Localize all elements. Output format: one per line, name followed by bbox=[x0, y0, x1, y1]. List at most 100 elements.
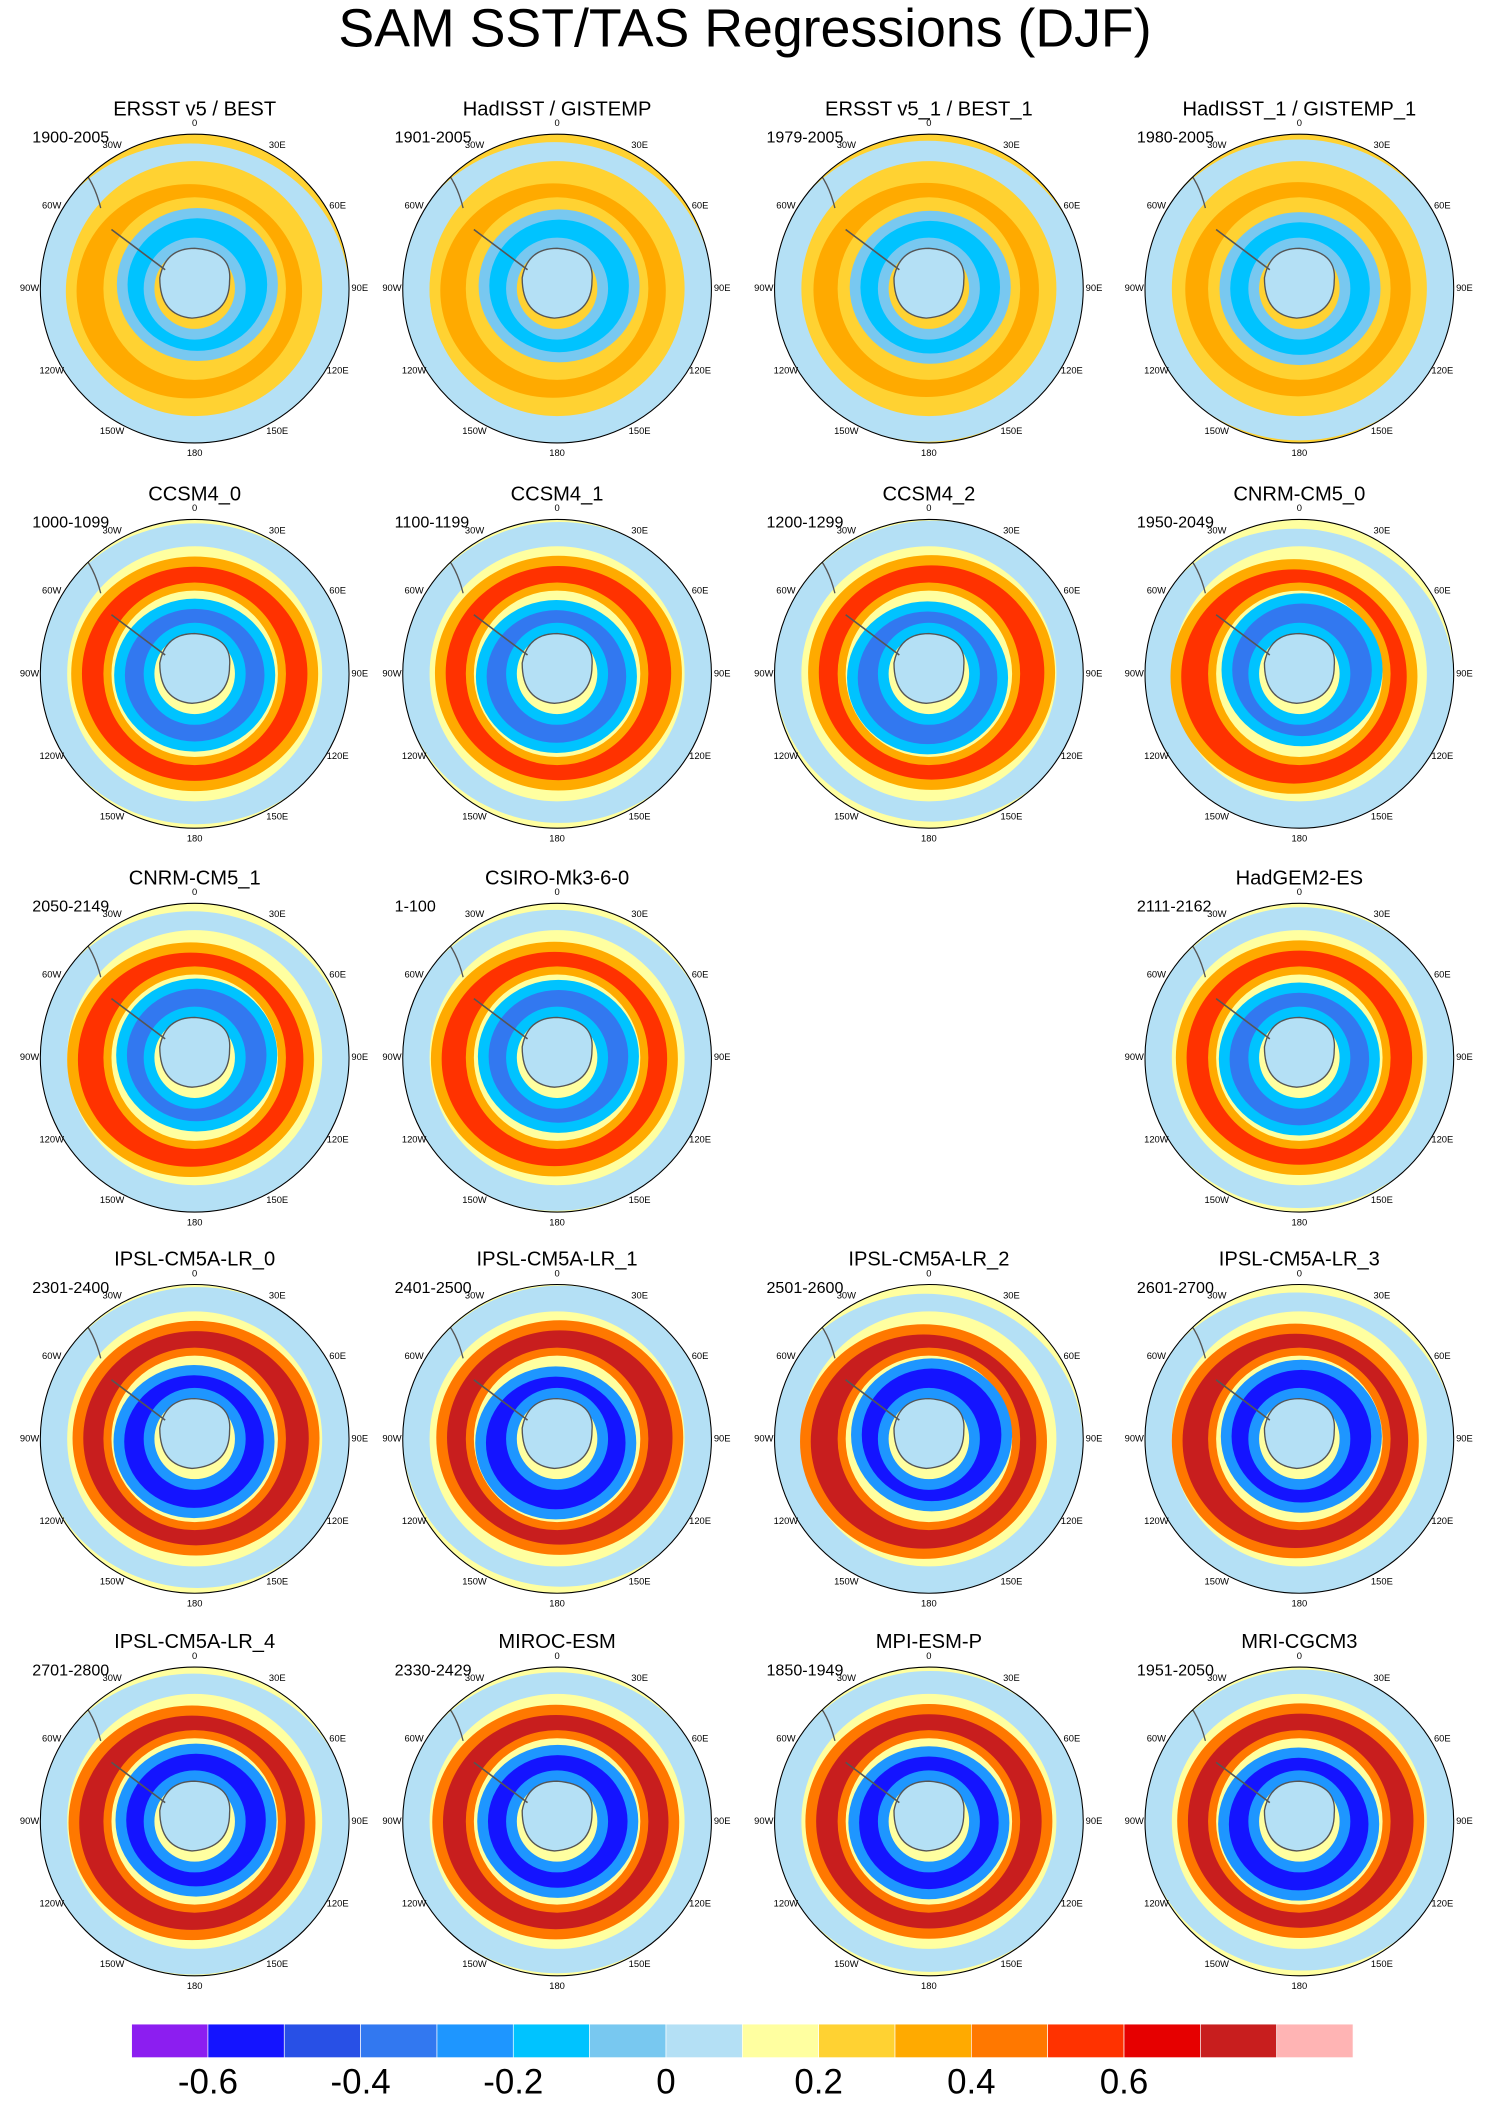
lon-label: 90W bbox=[754, 1432, 773, 1443]
lon-label: 60W bbox=[42, 200, 61, 211]
lon-label: 90E bbox=[714, 1432, 731, 1443]
lon-label: 120E bbox=[689, 1897, 711, 1908]
panel-title: CNRM-CM5_1 bbox=[129, 867, 261, 889]
panel-period: 2111-2162 bbox=[1137, 898, 1212, 916]
field-band bbox=[1177, 1703, 1425, 1939]
figure-title: SAM SST/TAS Regressions (DJF) bbox=[338, 0, 1151, 58]
panel-period: 1980-2005 bbox=[1137, 129, 1214, 147]
map-border bbox=[1144, 518, 1455, 829]
panel-title: ERSST v5_1 / BEST_1 bbox=[825, 98, 1033, 120]
colorbar-box bbox=[1047, 2023, 1125, 2058]
colorbar-box bbox=[894, 2023, 972, 2058]
lon-label: 90E bbox=[714, 667, 731, 678]
lon-label: 180 bbox=[921, 1597, 937, 1608]
lon-label: 120E bbox=[689, 365, 711, 376]
lon-label: 150W bbox=[462, 425, 487, 436]
lon-label: 150E bbox=[266, 810, 288, 821]
map-border bbox=[773, 518, 1084, 829]
lon-label: 180 bbox=[1292, 1980, 1308, 1991]
lon-label: 30E bbox=[269, 139, 286, 150]
field bbox=[1144, 134, 1454, 443]
field bbox=[1144, 1667, 1454, 1976]
colorbar-box bbox=[665, 2023, 743, 2058]
lon-label: 90E bbox=[1456, 1051, 1473, 1062]
lon-label: 90W bbox=[20, 667, 39, 678]
lon-label: 60E bbox=[329, 585, 346, 596]
lon-label: 120E bbox=[327, 1134, 349, 1145]
map-border bbox=[402, 902, 712, 1213]
lon-label: 120W bbox=[39, 1515, 64, 1526]
lon-label: 120E bbox=[1431, 750, 1453, 761]
panel-period: 2401-2500 bbox=[395, 1279, 472, 1297]
lon-label: 60W bbox=[776, 1732, 795, 1743]
lon-label: 30E bbox=[1374, 139, 1391, 150]
lon-label: 30W bbox=[102, 1289, 121, 1300]
peninsula bbox=[473, 614, 529, 656]
map-panel: ERSST v5_1 / BEST_1 1979-2005 0 30E 60E 90E 12… bbox=[754, 98, 1102, 458]
field-band bbox=[68, 1705, 316, 1941]
lon-label: 30E bbox=[631, 1289, 648, 1300]
map-border bbox=[1144, 1666, 1455, 1977]
lon-label: 30E bbox=[631, 908, 648, 919]
lon-label: 0 bbox=[554, 117, 559, 128]
lon-label: 60E bbox=[1064, 585, 1081, 596]
lon-label: 60E bbox=[1064, 1350, 1081, 1361]
antarctica bbox=[521, 1016, 593, 1088]
lon-label: 120W bbox=[1144, 1515, 1169, 1526]
lon-label: 90W bbox=[20, 1815, 39, 1826]
lon-label: 60W bbox=[1147, 1732, 1166, 1743]
peninsula bbox=[473, 1761, 529, 1804]
lon-label: 150E bbox=[1371, 1958, 1393, 1969]
antarctica bbox=[1263, 1780, 1335, 1852]
field-band bbox=[1232, 603, 1372, 737]
lon-label: 180 bbox=[187, 1597, 203, 1608]
lon-label: 0 bbox=[554, 1267, 559, 1278]
lon-label: 180 bbox=[549, 832, 565, 843]
colorbar-box bbox=[589, 2023, 667, 2058]
panel-title: IPSL-CM5A-LR_1 bbox=[477, 1249, 638, 1271]
panel-period: 1900-2005 bbox=[32, 129, 109, 147]
lon-label: 150E bbox=[266, 1958, 288, 1969]
lon-label: 0 bbox=[192, 502, 197, 513]
field-band bbox=[436, 1320, 684, 1555]
lon-label: 30W bbox=[102, 908, 121, 919]
panel-title: MIROC-ESM bbox=[498, 1631, 615, 1653]
colorbar-box bbox=[970, 2023, 1049, 2058]
lon-label: 150E bbox=[629, 1958, 651, 1969]
lon-label: 150E bbox=[266, 1575, 288, 1586]
lon-label: 120E bbox=[689, 1134, 711, 1145]
field bbox=[40, 519, 350, 829]
field bbox=[402, 1284, 712, 1594]
field bbox=[1144, 1284, 1454, 1594]
field-band bbox=[1174, 171, 1422, 407]
lon-label: 60E bbox=[1064, 1732, 1081, 1743]
lon-label: 60E bbox=[1064, 200, 1081, 211]
antarctica bbox=[893, 1397, 965, 1470]
lon-label: 0 bbox=[554, 1650, 559, 1661]
field-band bbox=[434, 555, 682, 791]
map-panel: CNRM-CM5_1 2050-2149 0 30E 60E 90E 120E 150E 180… bbox=[20, 867, 368, 1227]
field bbox=[40, 1667, 350, 1976]
peninsula bbox=[845, 1379, 900, 1421]
peninsula bbox=[110, 1761, 166, 1804]
lon-label: 60E bbox=[692, 1732, 709, 1743]
field-band bbox=[802, 172, 1050, 408]
colorbar-box bbox=[1276, 2023, 1354, 2058]
map-panel: HadISST_1 / GISTEMP_1 1980-2005 0 30E 60E 90E… bbox=[1125, 98, 1473, 458]
lon-label: 30W bbox=[1207, 908, 1226, 919]
lon-label: 150E bbox=[1000, 1958, 1022, 1969]
lon-label: 120E bbox=[689, 1515, 711, 1526]
lon-label: 120E bbox=[1061, 750, 1083, 761]
panel-title: HadISST_1 / GISTEMP_1 bbox=[1182, 98, 1416, 120]
field bbox=[1144, 903, 1454, 1213]
panel-period: 2301-2400 bbox=[32, 1279, 109, 1297]
lon-label: 120W bbox=[402, 750, 427, 761]
map-border bbox=[402, 518, 712, 829]
lon-label: 90E bbox=[1086, 282, 1103, 293]
lon-label: 30W bbox=[465, 908, 484, 919]
colorbar-box bbox=[283, 2023, 361, 2058]
lon-label: 150E bbox=[1371, 1575, 1393, 1586]
lon-label: 0 bbox=[192, 1267, 197, 1278]
field-band bbox=[489, 219, 629, 353]
lon-label: 90W bbox=[1125, 282, 1144, 293]
